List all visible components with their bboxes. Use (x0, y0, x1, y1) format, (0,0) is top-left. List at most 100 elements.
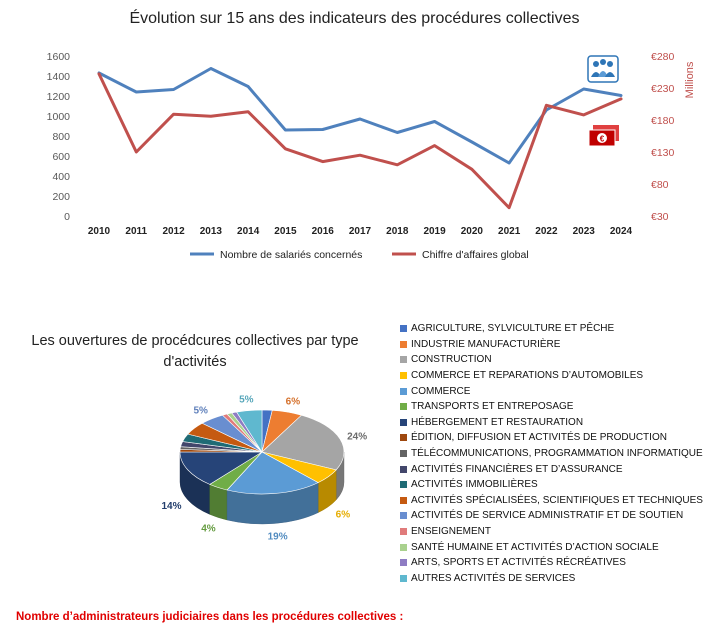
x-tick-label: 2020 (461, 226, 484, 237)
pie-chart: 6% 24% 6% 19% 4% 14% 5% 5% (162, 395, 368, 543)
y-right-tick-label: €180 (651, 115, 675, 127)
legend-swatch (400, 434, 407, 442)
legend-label: AUTRES ACTIVITÉS DE SERVICES (411, 572, 576, 584)
series-1-point (433, 120, 436, 123)
legend-label-2: Chiffre d'affaires global (422, 249, 529, 261)
pie-data-label: 6% (336, 510, 351, 521)
legend-item: ACTIVITÉS DE SERVICE ADMINISTRATIF ET DE… (400, 508, 709, 524)
x-tick-label: 2014 (237, 226, 260, 237)
series-1-point (396, 131, 399, 134)
legend-label: HÉBERGEMENT ET RESTAURATION (411, 416, 584, 428)
y-right-tick-label: €30 (651, 211, 669, 223)
legend-label: ÉDITION, DIFFUSION ET ACTIVITÉS DE PRODU… (411, 432, 667, 444)
x-tick-label: 2013 (200, 226, 223, 237)
legend-item: COMMERCE ET REPARATIONS D’AUTOMOBILES (400, 368, 709, 384)
legend-item: INDUSTRIE MANUFACTURIÈRE (400, 337, 709, 353)
legend-item: HÉBERGEMENT ET RESTAURATION (400, 415, 709, 431)
legend-label: CONSTRUCTION (411, 354, 492, 366)
pie-chart-title: Les ouvertures de procédcures collective… (31, 333, 359, 370)
legend-swatch (400, 574, 407, 582)
pie-data-label: 5% (193, 405, 208, 416)
legend-swatch (400, 450, 407, 458)
series-1-point (135, 90, 138, 94)
legend-swatch (400, 403, 407, 411)
legend-label-1: Nombre de salariés concernés (220, 249, 362, 261)
series-2-point (545, 104, 548, 107)
people-group-icon (587, 55, 619, 88)
pie-data-label: 4% (201, 524, 216, 535)
y-right-tick-label: €280 (651, 51, 675, 63)
y-right-tick-label: €130 (651, 147, 675, 159)
legend-swatch (400, 543, 407, 551)
legend-label: TRANSPORTS ET ENTREPOSAGE (411, 401, 574, 413)
y-right-tick-label: €230 (651, 83, 675, 95)
legend-item: ARTS, SPORTS ET ACTIVITÉS RÉCRÉATIVES (400, 555, 709, 571)
legend-swatch (400, 512, 407, 520)
series-2-point (97, 72, 101, 76)
legend-swatch (400, 356, 407, 364)
y-left-tick-label: 400 (52, 171, 70, 183)
series-2-point (172, 113, 175, 116)
series-2-point (396, 163, 399, 166)
x-tick-label: 2023 (573, 226, 596, 237)
y-right-tick-label: €80 (651, 179, 669, 191)
legend-swatch (400, 465, 407, 473)
svg-text:€: € (600, 135, 605, 144)
legend-item: ÉDITION, DIFFUSION ET ACTIVITÉS DE PRODU… (400, 430, 709, 446)
y-left-tick-label: 1200 (47, 91, 71, 103)
series-1-point (172, 88, 175, 91)
legend-label: ACTIVITÉS DE SERVICE ADMINISTRATIF ET DE… (411, 510, 684, 522)
y-left-tick-label: 200 (52, 191, 70, 203)
series-2-point (433, 144, 436, 147)
legend-item: ACTIVITÉS SPÉCIALISÉES, SCIENTIFIQUES ET… (400, 493, 709, 509)
pie-legend: AGRICULTURE, SYLVICULTURE ET PÊCHE INDUST… (400, 321, 709, 586)
legend-item: ACTIVITÉS IMMOBILIÈRES (400, 477, 709, 493)
legend-label: AGRICULTURE, SYLVICULTURE ET PÊCHE (411, 323, 615, 335)
series-2-point (470, 168, 474, 171)
pie-data-label: 19% (268, 531, 288, 542)
series-2-point (358, 154, 362, 157)
legend-swatch (400, 325, 407, 333)
y-left-tick-label: 600 (52, 151, 70, 163)
legend-item: AGRICULTURE, SYLVICULTURE ET PÊCHE (400, 321, 709, 337)
y-left-tick-label: 1000 (47, 111, 71, 123)
series-1-point (246, 85, 250, 88)
series-1-point (619, 94, 623, 97)
pie-data-label: 6% (286, 397, 301, 408)
x-tick-label: 2018 (386, 226, 409, 237)
x-tick-label: 2024 (610, 226, 633, 237)
legend-item: ENSEIGNEMENT (400, 524, 709, 540)
legend-label: COMMERCE ET REPARATIONS D’AUTOMOBILES (411, 370, 644, 382)
legend-item: AUTRES ACTIVITÉS DE SERVICES (400, 571, 709, 587)
legend-item: TRANSPORTS ET ENTREPOSAGE (400, 399, 709, 415)
legend-swatch (400, 372, 407, 380)
line-chart-title: Évolution sur 15 ans des indicateurs des… (129, 10, 580, 27)
legend-swatch (400, 528, 407, 536)
euro-banknote-icon: € (588, 124, 620, 153)
y-right-axis-label: Millions (684, 61, 696, 98)
pie-slice (179, 451, 264, 485)
y-left-tick-label: 1600 (47, 51, 71, 63)
legend-item: TÉLÉCOMMUNICATIONS, PROGRAMMATION INFORM… (400, 446, 709, 462)
pie-data-label: 14% (162, 501, 182, 512)
x-tick-label: 2021 (498, 226, 521, 237)
legend-label: INDUSTRIE MANUFACTURIÈRE (411, 338, 561, 350)
y-left-tick-label: 800 (52, 131, 70, 143)
pie-slice (236, 409, 263, 454)
series-2-point (619, 97, 623, 101)
legend-label: ENSEIGNEMENT (411, 526, 492, 538)
x-tick-label: 2015 (274, 226, 297, 237)
x-tick-label: 2016 (312, 226, 335, 237)
legend-swatch (400, 481, 407, 489)
series-1-point (284, 128, 287, 132)
series-1-point (321, 128, 324, 131)
legend-label: ARTS, SPORTS ET ACTIVITÉS RÉCRÉATIVES (411, 557, 626, 569)
x-tick-label: 2022 (535, 226, 558, 237)
legend-label: SANTÉ HUMAINE ET ACTIVITÉS D’ACTION SOCI… (411, 541, 659, 553)
series-2-point (582, 113, 585, 117)
legend-swatch (400, 496, 407, 504)
series-2-point (507, 206, 511, 209)
x-tick-label: 2012 (162, 226, 185, 237)
series-2-point (321, 160, 324, 163)
series-1-point (582, 87, 585, 91)
